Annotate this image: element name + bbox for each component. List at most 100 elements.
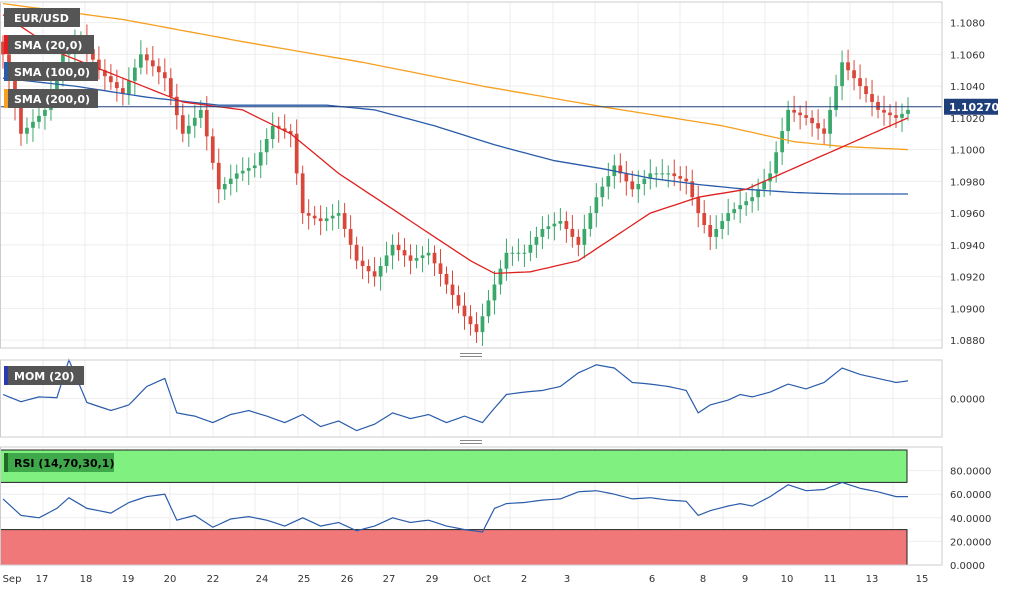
candle <box>438 249 443 287</box>
legend-color-swatch <box>4 89 8 108</box>
x-tick-label: 29 <box>426 574 439 585</box>
candle-body <box>31 121 35 128</box>
candle-body <box>324 218 329 222</box>
candle <box>210 128 215 170</box>
candle <box>660 159 665 181</box>
candle <box>900 103 904 132</box>
legend-pair: EUR/USD <box>4 8 80 27</box>
candle-body <box>876 101 880 110</box>
candle-body <box>444 273 449 285</box>
candle <box>432 245 437 277</box>
candle <box>786 100 790 144</box>
candle <box>234 164 239 193</box>
candle <box>324 206 329 232</box>
candle <box>150 46 155 77</box>
candle <box>372 257 377 287</box>
candle-body <box>714 228 719 237</box>
candle-body <box>121 88 125 95</box>
candle <box>732 202 737 220</box>
legend-sma-100: SMA (100,0) <box>4 62 98 81</box>
candle-body <box>264 139 269 153</box>
candle-body <box>702 213 707 225</box>
momentum-line <box>2 358 909 432</box>
candle-body <box>270 125 275 140</box>
candle <box>540 216 545 249</box>
candle-body <box>588 213 593 229</box>
candle-body <box>384 255 389 266</box>
candle-body <box>438 263 443 274</box>
candle <box>109 64 113 90</box>
x-tick-label: 18 <box>80 574 93 585</box>
candle-body <box>37 115 41 122</box>
candle <box>690 169 695 206</box>
candle <box>288 124 293 148</box>
candle <box>546 214 551 240</box>
candle <box>780 117 784 165</box>
candle <box>720 213 725 240</box>
candle-body <box>222 183 227 190</box>
candle <box>498 260 503 295</box>
candle-body <box>450 284 455 296</box>
mom-tick-label: 0.0000 <box>950 395 985 406</box>
candle-body <box>366 265 371 272</box>
candle-body <box>330 215 335 219</box>
x-tick-label: Oct <box>473 574 490 585</box>
candle <box>25 117 29 144</box>
candle-body <box>294 133 299 174</box>
candle-body <box>228 178 233 184</box>
x-tick-label: 6 <box>649 574 655 585</box>
candle-body <box>846 62 850 71</box>
candle-body <box>642 178 647 184</box>
candle-body <box>342 213 347 229</box>
candle-body <box>480 316 485 333</box>
candle <box>552 212 557 241</box>
last-price-label: 1.10270 <box>949 101 999 114</box>
x-tick-label: 19 <box>122 574 135 585</box>
candle <box>516 238 521 262</box>
candle-body <box>564 221 569 229</box>
legend-label: SMA (100,0) <box>14 66 90 79</box>
candle <box>714 215 719 249</box>
candle-body <box>582 228 587 245</box>
candle-body <box>240 170 245 174</box>
candle <box>480 303 485 346</box>
candle <box>750 183 755 213</box>
candle <box>468 305 473 336</box>
candle <box>522 244 527 268</box>
candle <box>762 168 767 197</box>
rsi-tick-label: 0.0000 <box>950 561 985 572</box>
candle-body <box>420 255 425 259</box>
price-tick-label: 1.1060 <box>950 50 985 61</box>
candle <box>528 231 533 262</box>
candle-body <box>132 67 137 81</box>
candle-body <box>150 60 155 67</box>
candle <box>624 160 629 196</box>
candle <box>798 105 802 130</box>
candle-body <box>468 316 473 325</box>
candle-body <box>55 72 59 92</box>
legend-box <box>4 8 80 27</box>
candle-body <box>534 236 539 245</box>
candle <box>504 238 509 281</box>
candle <box>294 119 299 185</box>
candle-body <box>210 136 215 163</box>
panel-border <box>0 359 943 438</box>
candle-body <box>624 173 629 182</box>
candle <box>678 166 683 191</box>
candle-body <box>19 107 23 134</box>
x-tick-label: 3 <box>564 574 570 585</box>
candle <box>342 203 347 238</box>
price-tick-label: 1.0980 <box>950 177 985 188</box>
candle-body <box>756 189 761 198</box>
candle <box>156 58 161 85</box>
candle <box>396 232 401 261</box>
candle-body <box>336 213 341 216</box>
rsi-overbought-zone <box>0 449 908 483</box>
candle <box>414 244 419 269</box>
candle-body <box>306 213 311 216</box>
candle-body <box>828 109 832 134</box>
candle <box>600 177 605 207</box>
candle <box>564 211 569 243</box>
x-tick-label: 22 <box>207 574 220 585</box>
candle-body <box>726 213 731 222</box>
